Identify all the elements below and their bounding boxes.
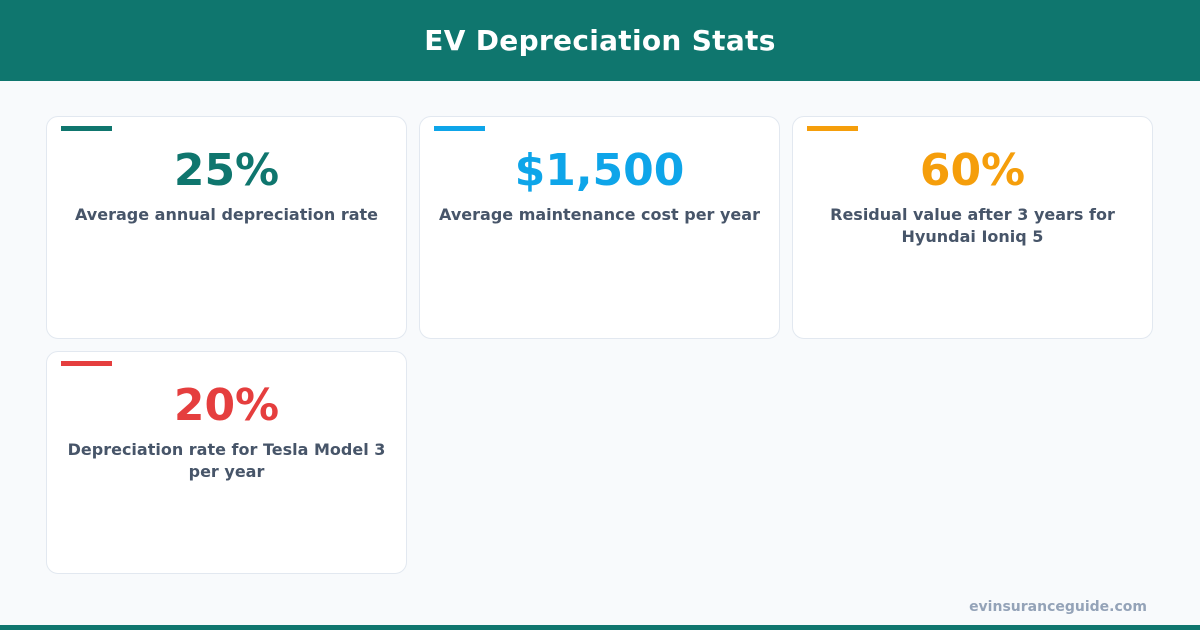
stat-label: Average annual depreciation rate xyxy=(74,205,378,224)
stat-value: $1,500 xyxy=(514,145,685,196)
stat-value: 20% xyxy=(173,380,280,431)
page-title: EV Depreciation Stats xyxy=(424,24,776,57)
stat-label: Residual value after 3 years for Hyundai… xyxy=(830,205,1115,246)
stat-card-annual-depreciation: 25% Average annual depreciation rate xyxy=(46,116,407,339)
accent-bar xyxy=(807,126,858,131)
accent-bar xyxy=(61,361,112,366)
stat-value: 25% xyxy=(173,145,280,196)
stat-card-tesla-depreciation: 20% Depreciation rate for Tesla Model 3 … xyxy=(46,351,407,574)
bottom-accent-bar xyxy=(0,625,1200,630)
accent-bar xyxy=(434,126,485,131)
stat-label: Depreciation rate for Tesla Model 3 per … xyxy=(67,440,386,481)
accent-bar xyxy=(61,126,112,131)
stat-card-maintenance-cost: $1,500 Average maintenance cost per year xyxy=(419,116,780,339)
stat-label: Average maintenance cost per year xyxy=(439,205,760,224)
header-banner: EV Depreciation Stats xyxy=(0,0,1200,81)
stat-card-residual-value: 60% Residual value after 3 years for Hyu… xyxy=(792,116,1153,339)
stat-value: 60% xyxy=(919,145,1026,196)
source-watermark: evinsuranceguide.com xyxy=(969,599,1147,615)
